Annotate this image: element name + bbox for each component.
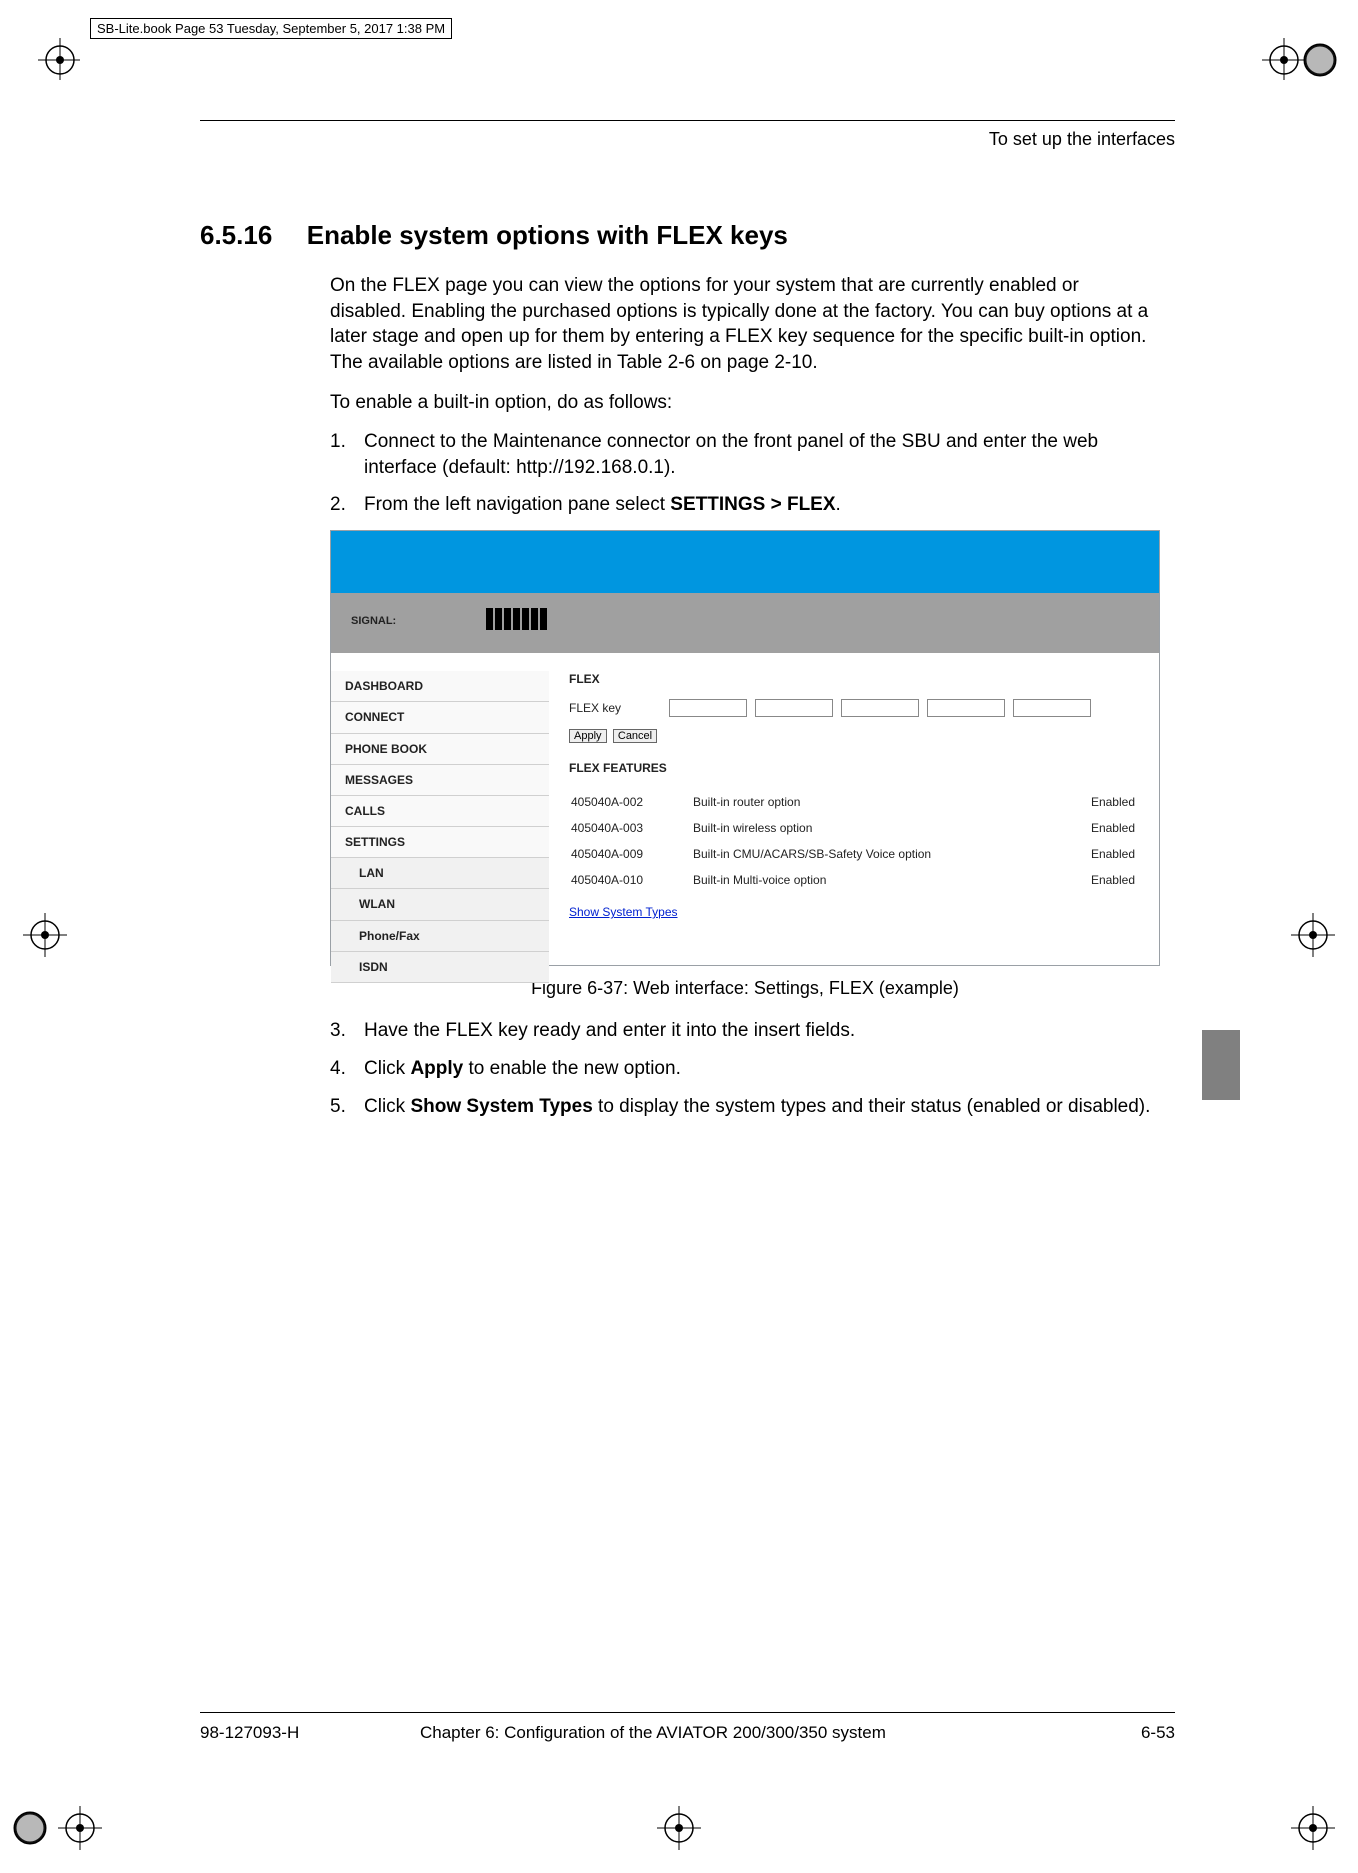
- step-item: 1. Connect to the Maintenance connector …: [330, 429, 1160, 480]
- doc-id: 98-127093-H: [200, 1723, 400, 1743]
- page-number: 6-53: [1095, 1723, 1175, 1743]
- web-interface-screenshot: SIGNAL: DASHBOARD CONNECT PHONE BOOK MES…: [330, 530, 1160, 966]
- flex-key-input-2[interactable]: [755, 699, 833, 717]
- crop-mark-icon: [1258, 10, 1348, 80]
- nav-item-settings[interactable]: SETTINGS: [331, 827, 549, 858]
- ss-header-bar: [331, 531, 1159, 593]
- show-system-types-link[interactable]: Show System Types: [569, 904, 678, 920]
- step-item: 2. From the left navigation pane select …: [330, 492, 1160, 518]
- step-number: 4.: [330, 1056, 346, 1082]
- page-meta-header: SB-Lite.book Page 53 Tuesday, September …: [90, 18, 452, 39]
- features-table: 405040A-002Built-in router optionEnabled…: [569, 788, 1147, 895]
- thumb-tab: [1202, 1030, 1240, 1100]
- step-number: 5.: [330, 1094, 346, 1120]
- step-text: .: [836, 494, 841, 515]
- step-text: to enable the new option.: [463, 1058, 681, 1079]
- page-footer: 98-127093-H Chapter 6: Configuration of …: [200, 1712, 1175, 1743]
- signal-label: SIGNAL:: [351, 614, 396, 629]
- flex-heading: FLEX: [569, 671, 1147, 687]
- cancel-button[interactable]: Cancel: [613, 729, 657, 743]
- feature-desc: Built-in CMU/ACARS/SB-Safety Voice optio…: [693, 842, 1061, 866]
- nav-subitem-phonefax[interactable]: Phone/Fax: [331, 921, 549, 952]
- main-panel: FLEX FLEX key Apply Cancel FLEX FEATURE: [569, 671, 1147, 921]
- step-number: 3.: [330, 1018, 346, 1044]
- table-row: 405040A-003Built-in wireless optionEnabl…: [571, 816, 1145, 840]
- step-text: Click: [364, 1058, 410, 1079]
- step-text: Have the FLEX key ready and enter it int…: [364, 1020, 855, 1041]
- table-row: 405040A-009Built-in CMU/ACARS/SB-Safety …: [571, 842, 1145, 866]
- step-number: 1.: [330, 429, 346, 455]
- sidebar-nav: DASHBOARD CONNECT PHONE BOOK MESSAGES CA…: [331, 671, 549, 983]
- apply-button[interactable]: Apply: [569, 729, 607, 743]
- step-text: Connect to the Maintenance connector on …: [364, 431, 1098, 478]
- crop-mark-icon: [1278, 900, 1348, 970]
- flex-key-input-4[interactable]: [927, 699, 1005, 717]
- signal-strength-icon: [486, 608, 547, 630]
- nav-subitem-wlan[interactable]: WLAN: [331, 889, 549, 920]
- nav-item-calls[interactable]: CALLS: [331, 796, 549, 827]
- nav-item-connect[interactable]: CONNECT: [331, 702, 549, 733]
- step-item: 4. Click Apply to enable the new option.: [330, 1056, 1160, 1082]
- section-title: Enable system options with FLEX keys: [307, 220, 788, 251]
- step-item: 3. Have the FLEX key ready and enter it …: [330, 1018, 1160, 1044]
- feature-status: Enabled: [1063, 790, 1145, 814]
- crop-mark-icon: [10, 10, 80, 80]
- flex-key-input-1[interactable]: [669, 699, 747, 717]
- rule-bottom: [200, 1712, 1175, 1713]
- flex-key-input-5[interactable]: [1013, 699, 1091, 717]
- step-text: Click: [364, 1096, 410, 1117]
- feature-desc: Built-in wireless option: [693, 816, 1061, 840]
- flex-key-label: FLEX key: [569, 700, 669, 716]
- feature-code: 405040A-010: [571, 868, 691, 892]
- step-text: From the left navigation pane select: [364, 494, 670, 515]
- nav-item-phonebook[interactable]: PHONE BOOK: [331, 734, 549, 765]
- feature-code: 405040A-003: [571, 816, 691, 840]
- step-bold: Show System Types: [410, 1096, 592, 1117]
- feature-status: Enabled: [1063, 868, 1145, 892]
- table-row: 405040A-010Built-in Multi-voice optionEn…: [571, 868, 1145, 892]
- step-item: 5. Click Show System Types to display th…: [330, 1094, 1160, 1120]
- step-bold: SETTINGS > FLEX: [670, 494, 835, 515]
- intro-paragraph: On the FLEX page you can view the option…: [330, 273, 1160, 376]
- crop-mark-icon: [644, 1793, 714, 1863]
- lead-in-paragraph: To enable a built-in option, do as follo…: [330, 390, 1160, 416]
- rule-top: [200, 120, 1175, 121]
- nav-item-messages[interactable]: MESSAGES: [331, 765, 549, 796]
- feature-desc: Built-in Multi-voice option: [693, 868, 1061, 892]
- crop-mark-icon: [10, 900, 80, 970]
- crop-mark-icon: [10, 1793, 110, 1863]
- chapter-label: Chapter 6: Configuration of the AVIATOR …: [400, 1723, 1095, 1743]
- step-text: to display the system types and their st…: [593, 1096, 1151, 1117]
- feature-desc: Built-in router option: [693, 790, 1061, 814]
- table-row: 405040A-002Built-in router optionEnabled: [571, 790, 1145, 814]
- ss-signal-bar: [331, 593, 1159, 653]
- crop-mark-icon: [1278, 1793, 1348, 1863]
- section-heading: 6.5.16 Enable system options with FLEX k…: [200, 220, 1175, 251]
- feature-code: 405040A-002: [571, 790, 691, 814]
- feature-code: 405040A-009: [571, 842, 691, 866]
- step-bold: Apply: [410, 1058, 463, 1079]
- running-head: To set up the interfaces: [200, 129, 1175, 150]
- flex-features-heading: FLEX FEATURES: [569, 760, 1147, 776]
- section-number: 6.5.16: [200, 220, 272, 251]
- nav-subitem-lan[interactable]: LAN: [331, 858, 549, 889]
- feature-status: Enabled: [1063, 842, 1145, 866]
- feature-status: Enabled: [1063, 816, 1145, 840]
- nav-item-dashboard[interactable]: DASHBOARD: [331, 671, 549, 702]
- nav-subitem-isdn[interactable]: ISDN: [331, 952, 549, 983]
- step-number: 2.: [330, 492, 346, 518]
- flex-key-input-3[interactable]: [841, 699, 919, 717]
